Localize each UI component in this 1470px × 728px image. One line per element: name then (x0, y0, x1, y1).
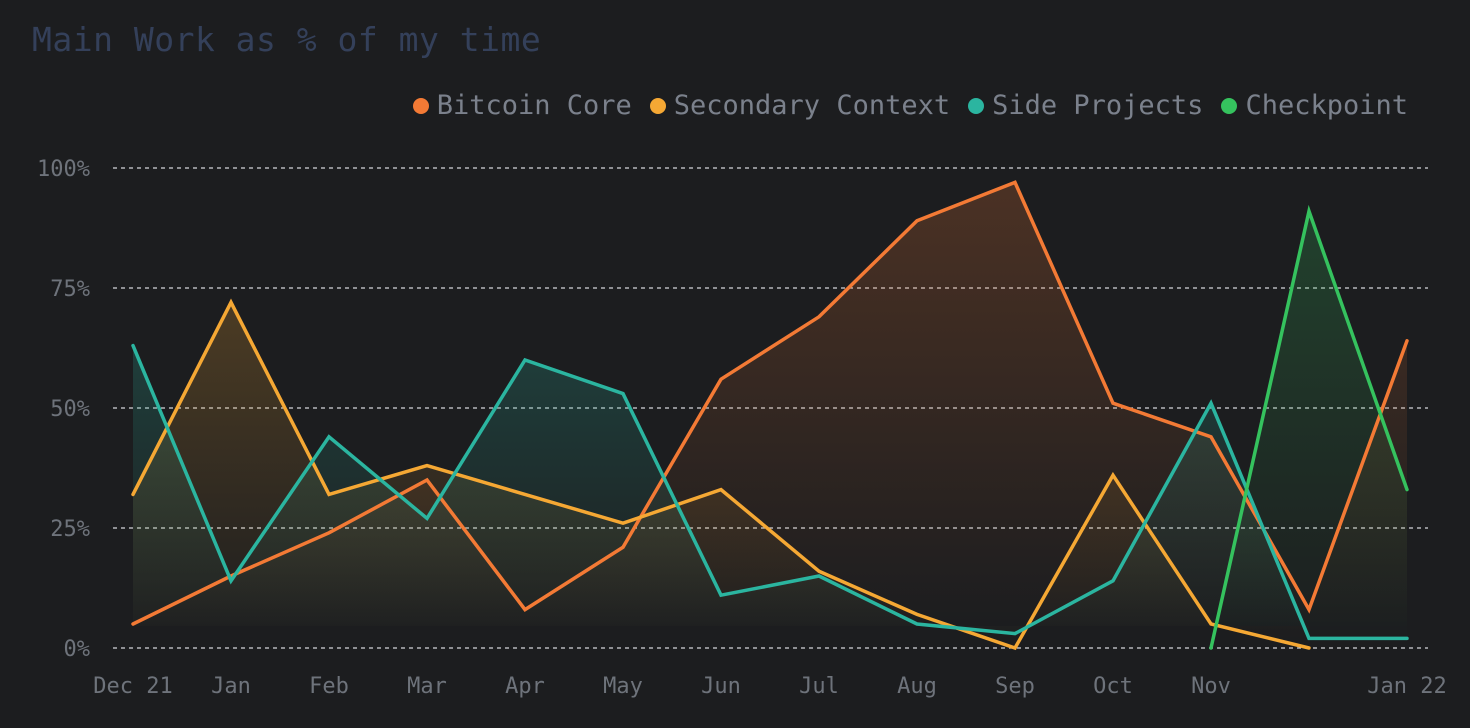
point-side-projects[interactable] (422, 513, 432, 523)
point-checkpoint[interactable] (1402, 485, 1412, 495)
y-tick-label: 25% (50, 517, 90, 542)
line-secondary-context[interactable] (131, 298, 1311, 651)
point-secondary-context[interactable] (912, 609, 922, 619)
y-tick-label: 100% (37, 157, 90, 182)
x-tick-label: Apr (505, 674, 545, 699)
area-checkpoint (1211, 211, 1407, 648)
x-tick-label: Mar (407, 674, 447, 699)
x-tick-label: Sep (995, 674, 1035, 699)
x-tick-label: May (603, 674, 643, 699)
point-secondary-context[interactable] (324, 489, 334, 499)
chart-title: Main Work as % of my time (32, 20, 542, 59)
point-bitcoin-core[interactable] (1304, 605, 1314, 615)
point-secondary-context[interactable] (716, 485, 726, 495)
point-side-projects[interactable] (1206, 398, 1216, 408)
point-secondary-context[interactable] (226, 297, 236, 307)
x-tick-label: Dec 21 (93, 674, 172, 699)
line-checkpoint[interactable] (1209, 204, 1409, 650)
x-tick-label: Jan (211, 674, 251, 699)
legend-item-checkpoint[interactable]: Checkpoint (1221, 90, 1408, 121)
legend-item-bitcoin-core[interactable]: Bitcoin Core (412, 90, 632, 121)
point-bitcoin-core[interactable] (520, 605, 530, 615)
area-side-projects (133, 345, 1407, 639)
x-tick-label: Jul (799, 674, 839, 699)
y-tick-label: 50% (50, 397, 90, 422)
point-secondary-context[interactable] (520, 489, 530, 499)
point-side-projects[interactable] (716, 590, 726, 600)
point-side-projects[interactable] (1010, 629, 1020, 639)
point-bitcoin-core[interactable] (324, 528, 334, 538)
point-side-projects[interactable] (814, 571, 824, 581)
point-bitcoin-core[interactable] (912, 216, 922, 226)
x-tick-label: Oct (1093, 674, 1133, 699)
x-tick-label: Jan 22 (1367, 674, 1446, 699)
y-tick-label: 0% (64, 637, 91, 662)
point-side-projects[interactable] (520, 355, 530, 365)
point-side-projects[interactable] (226, 576, 236, 586)
point-secondary-context[interactable] (422, 461, 432, 471)
point-bitcoin-core[interactable] (814, 312, 824, 322)
legend-label-secondary-context: Secondary Context (673, 90, 951, 121)
x-tick-label: Aug (897, 674, 937, 699)
point-bitcoin-core[interactable] (1108, 398, 1118, 408)
point-side-projects[interactable] (1402, 633, 1412, 643)
point-side-projects[interactable] (128, 341, 138, 351)
point-side-projects[interactable] (324, 432, 334, 442)
legend: Bitcoin Core Secondary Context Side Proj… (412, 90, 1408, 121)
point-secondary-context[interactable] (1304, 643, 1314, 653)
legend-dot-bitcoin-core (412, 97, 429, 114)
point-bitcoin-core[interactable] (1402, 336, 1412, 346)
point-bitcoin-core[interactable] (1206, 432, 1216, 442)
series-lines (128, 177, 1412, 653)
point-side-projects[interactable] (1108, 576, 1118, 586)
line-side-projects[interactable] (131, 343, 1409, 641)
point-bitcoin-core[interactable] (1010, 177, 1020, 187)
y-tick-label: 75% (50, 277, 90, 302)
legend-item-secondary-context[interactable]: Secondary Context (649, 90, 951, 121)
y-axis: 0% 25% 50% 75% 100% (37, 157, 90, 662)
x-tick-label: Feb (309, 674, 349, 699)
point-secondary-context[interactable] (618, 518, 628, 528)
point-bitcoin-core[interactable] (422, 475, 432, 485)
point-bitcoin-core[interactable] (618, 542, 628, 552)
legend-label-side-projects: Side Projects (992, 90, 1204, 121)
point-secondary-context[interactable] (128, 489, 138, 499)
legend-item-side-projects[interactable]: Side Projects (968, 90, 1203, 121)
legend-label-bitcoin-core: Bitcoin Core (436, 90, 632, 121)
legend-dot-side-projects (968, 97, 985, 114)
legend-label-checkpoint: Checkpoint (1245, 90, 1408, 121)
point-side-projects[interactable] (1304, 633, 1314, 643)
x-tick-label: Jun (701, 674, 741, 699)
point-side-projects[interactable] (618, 389, 628, 399)
point-secondary-context[interactable] (1010, 643, 1020, 653)
point-checkpoint[interactable] (1206, 643, 1216, 653)
point-checkpoint[interactable] (1304, 206, 1314, 216)
x-axis: Dec 21 Jan Feb Mar Apr May Jun Jul Aug Sep Oct Nov J… (93, 674, 1446, 699)
x-tick-label: Nov (1191, 674, 1231, 699)
point-bitcoin-core[interactable] (716, 374, 726, 384)
point-secondary-context[interactable] (1108, 470, 1118, 480)
legend-dot-checkpoint (1221, 97, 1238, 114)
point-bitcoin-core[interactable] (128, 619, 138, 629)
legend-dot-secondary-context (649, 97, 666, 114)
point-side-projects[interactable] (912, 619, 922, 629)
